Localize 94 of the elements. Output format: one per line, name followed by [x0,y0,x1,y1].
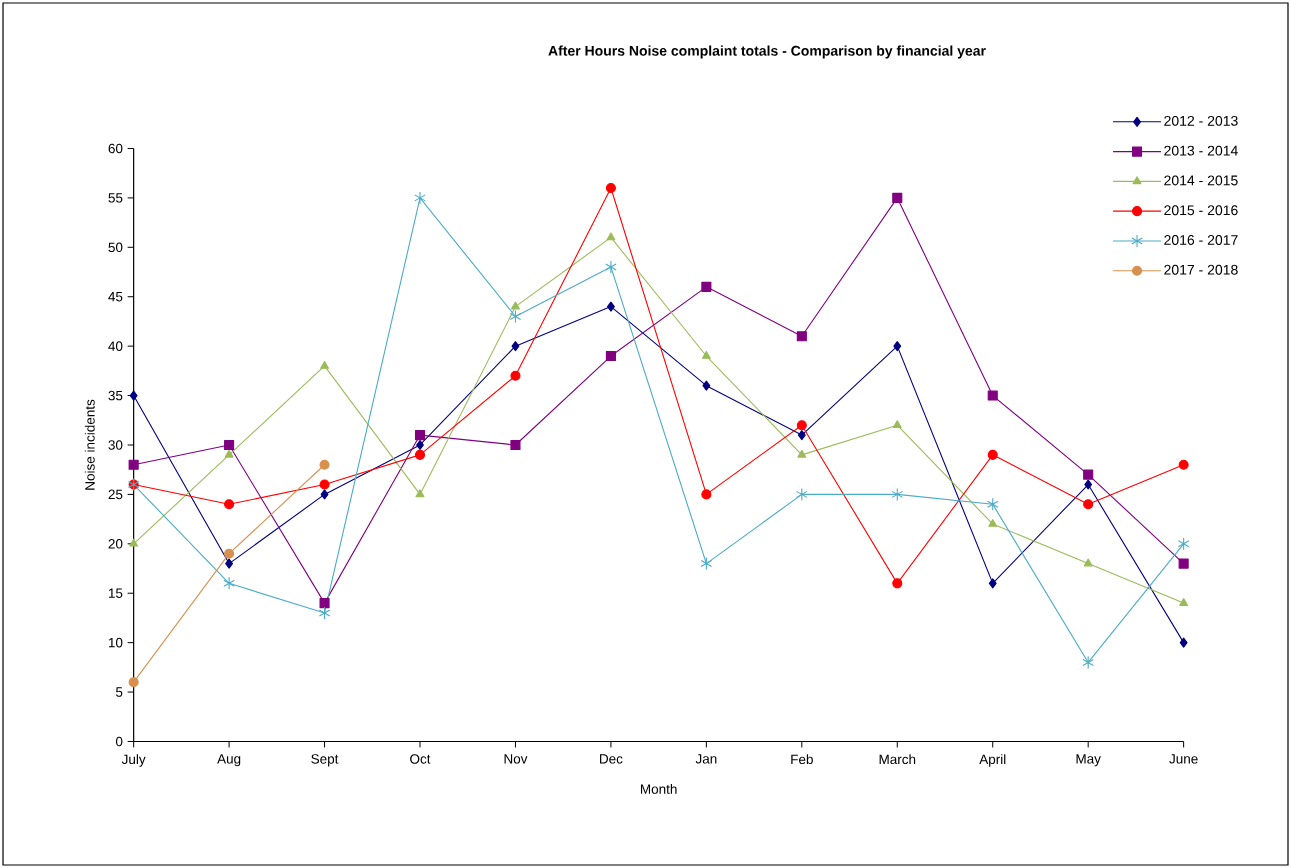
point [318,606,331,620]
y-tick-label: 15 [108,588,123,598]
point [1083,499,1094,510]
y-tick-label: 20 [108,539,123,549]
point [319,598,330,609]
y-tick-label: 55 [108,193,123,203]
point [796,331,807,342]
point [1179,598,1189,606]
point [128,677,139,688]
point [796,420,807,431]
point [129,390,138,401]
point [796,487,808,501]
point [414,449,426,460]
point [1082,655,1094,669]
point [988,578,997,589]
point [701,489,712,500]
legend-label: 2016 - 2017 [1164,235,1238,245]
y-tick-label: 45 [108,292,123,302]
x-tick-label: Jan [695,754,717,764]
x-tick-label: March [879,754,916,765]
point [605,182,616,194]
point [414,430,426,441]
x-axis-title: Month [640,783,677,794]
point [1084,479,1093,490]
x-tick-label: April [979,754,1006,767]
point [511,301,520,310]
point [225,558,234,569]
point [510,439,521,451]
legend-label: 2017 - 2018 [1164,264,1238,275]
y-tick-label: 5 [115,687,123,697]
point [224,439,235,451]
point [414,191,426,205]
y-tick-label: 30 [108,440,123,450]
point [1083,558,1093,567]
point [988,518,998,527]
y-axis-title: Noise incidents [84,399,95,490]
point [797,430,806,441]
point [224,548,235,559]
point [702,380,711,391]
point [319,479,330,490]
point [415,489,425,498]
point [319,459,330,470]
point [129,538,139,547]
point [1179,637,1188,648]
point [606,301,615,312]
point [605,260,617,274]
legend-label: 2015 - 2016 [1164,205,1238,216]
x-tick-label: Aug [217,754,241,767]
point [320,360,329,369]
point [224,499,235,510]
point [892,192,903,203]
x-tick-label: June [1169,754,1198,764]
point [987,390,998,401]
point [510,370,521,381]
x-tick-label: July [121,754,146,767]
point [224,449,234,458]
x-tick-label: Oct [410,754,431,764]
y-tick-label: 40 [108,341,123,351]
y-tick-label: 35 [108,390,123,401]
y-tick-label: 50 [108,242,123,253]
point [605,350,616,362]
point [223,576,235,590]
point [891,487,904,501]
point [701,281,712,292]
x-tick-label: Sept [311,754,339,767]
point [797,449,807,458]
legend-label: 2014 - 2015 [1164,175,1238,186]
y-tick-label: 25 [108,489,123,500]
chart-title: After Hours Noise complaint totals - Comparison by financial year [548,45,986,59]
y-tick-label: 10 [108,637,123,648]
point [892,578,903,589]
legend-label: 2013 - 2014 [1164,145,1238,156]
point [701,350,711,359]
point [606,232,616,241]
point [893,341,902,352]
point [986,497,999,511]
y-tick-label: 0 [115,736,123,747]
point [511,341,520,352]
x-tick-label: May [1076,754,1101,767]
point [509,309,522,324]
point [1083,469,1094,480]
point [1178,558,1189,569]
x-tick-label: Feb [791,754,813,765]
point [987,449,998,460]
point [892,420,902,429]
y-tick-label: 60 [108,143,123,154]
point [128,459,139,470]
point [1177,537,1190,551]
point [320,489,329,500]
x-tick-label: Nov [504,754,528,764]
x-tick-label: Dec [600,754,623,764]
point [700,557,713,571]
legend-label: 2012 - 2013 [1164,115,1238,126]
point [1178,459,1189,470]
